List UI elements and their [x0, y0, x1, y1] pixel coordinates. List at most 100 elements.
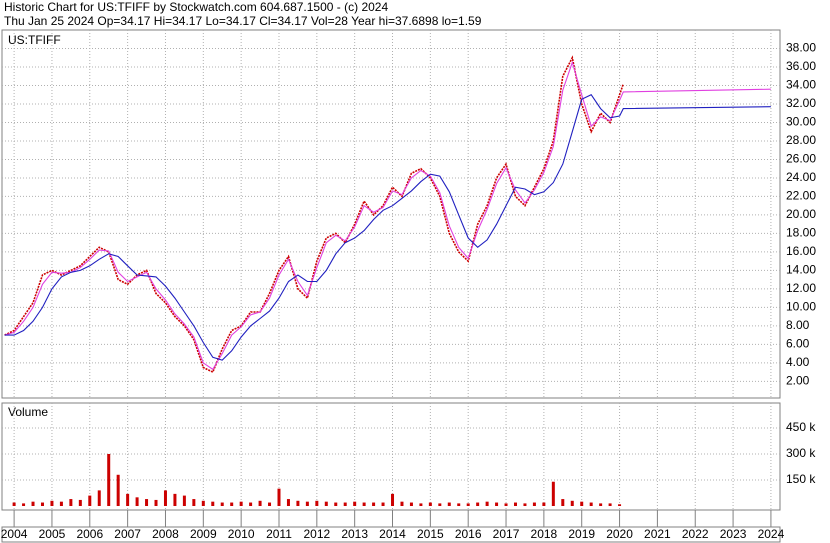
volume-bar — [428, 502, 432, 506]
volume-bar — [495, 502, 499, 506]
y-tick-label: 2.00 — [786, 374, 810, 388]
volume-bar — [485, 501, 489, 506]
x-tick-label: 2021 — [644, 527, 671, 541]
volume-tick-label: 300 k — [786, 446, 816, 460]
volume-bar — [220, 502, 224, 506]
volume-bar — [201, 500, 205, 506]
volume-bar — [97, 490, 101, 506]
x-tick-label: 2014 — [379, 527, 406, 541]
y-tick-label: 38.00 — [786, 41, 816, 55]
volume-bar — [438, 503, 442, 506]
y-tick-label: 10.00 — [786, 300, 816, 314]
volume-bar — [599, 503, 603, 506]
x-tick-label: 2011 — [266, 527, 292, 541]
volume-tick-label: 450 k — [786, 420, 816, 434]
volume-bar — [277, 488, 281, 506]
x-axis-band — [1, 526, 781, 543]
volume-bar — [69, 499, 73, 506]
y-tick-label: 6.00 — [786, 337, 810, 351]
x-tick-label: 2016 — [455, 527, 482, 541]
x-tick-label: 2012 — [303, 527, 330, 541]
volume-bar — [305, 501, 309, 506]
x-tick-label: 2024 — [758, 527, 785, 541]
price-panel — [1, 29, 781, 399]
volume-bar — [504, 503, 508, 506]
symbol-label: US:TFIFF — [8, 33, 61, 47]
chart-title: Historic Chart for US:TFIFF by Stockwatc… — [4, 0, 388, 14]
volume-bar — [286, 499, 290, 506]
volume-bar — [409, 502, 413, 506]
volume-label: Volume — [8, 405, 48, 419]
y-tick-label: 8.00 — [786, 318, 810, 332]
x-tick-label: 2008 — [152, 527, 179, 541]
volume-bar — [324, 501, 328, 506]
y-tick-label: 12.00 — [786, 281, 816, 295]
y-tick-label: 20.00 — [786, 207, 816, 221]
volume-bar — [551, 481, 555, 506]
volume-bar — [22, 503, 26, 506]
volume-bar — [12, 502, 16, 506]
volume-bar — [466, 503, 470, 506]
volume-bar — [381, 502, 385, 506]
volume-bar — [334, 502, 338, 506]
y-tick-label: 30.00 — [786, 115, 816, 129]
x-tick-label: 2006 — [76, 527, 103, 541]
x-tick-label: 2019 — [568, 527, 595, 541]
volume-tick-label: 150 k — [786, 472, 816, 486]
x-tick-label: 2015 — [417, 527, 444, 541]
volume-bar — [391, 493, 395, 506]
volume-bar — [580, 501, 584, 506]
volume-bar — [258, 500, 262, 506]
volume-bar — [145, 499, 149, 506]
volume-bar — [50, 500, 54, 506]
volume-panel — [1, 402, 781, 511]
volume-bar — [523, 503, 527, 506]
y-tick-label: 16.00 — [786, 244, 816, 258]
volume-bar — [192, 499, 196, 506]
volume-bar — [400, 501, 404, 506]
y-tick-label: 18.00 — [786, 226, 816, 240]
volume-bar — [589, 502, 593, 506]
x-tick-label: 2009 — [190, 527, 217, 541]
x-tick-label: 2005 — [39, 527, 66, 541]
y-tick-label: 26.00 — [786, 152, 816, 166]
volume-bar — [362, 502, 366, 506]
volume-bar — [542, 502, 546, 506]
volume-bar — [570, 500, 574, 506]
volume-bar — [608, 503, 612, 506]
volume-bar — [419, 503, 423, 506]
volume-bar — [343, 502, 347, 506]
y-tick-label: 24.00 — [786, 170, 816, 184]
x-tick-label: 2004 — [1, 527, 28, 541]
x-tick-label: 2018 — [531, 527, 558, 541]
volume-bar — [116, 474, 120, 506]
y-tick-label: 22.00 — [786, 189, 816, 203]
volume-bar — [107, 453, 111, 506]
y-tick-label: 28.00 — [786, 133, 816, 147]
volume-bar — [88, 495, 92, 506]
volume-bar — [268, 502, 272, 506]
x-tick-label: 2017 — [493, 527, 520, 541]
series-line — [4, 93, 771, 361]
x-tick-label: 2022 — [682, 527, 709, 541]
volume-bar — [163, 490, 167, 506]
volume-bar — [182, 495, 186, 506]
volume-bar — [618, 504, 622, 506]
volume-bar — [31, 501, 35, 506]
y-tick-label: 36.00 — [786, 59, 816, 73]
volume-bar — [173, 493, 177, 506]
volume-bar — [476, 502, 480, 506]
volume-bar — [126, 493, 130, 506]
volume-bar — [211, 501, 215, 506]
x-tick-label: 2013 — [341, 527, 368, 541]
y-tick-label: 4.00 — [786, 355, 810, 369]
volume-bar — [230, 502, 234, 506]
volume-bar — [372, 502, 376, 506]
volume-bar — [78, 499, 82, 506]
volume-bar — [40, 502, 44, 506]
series-line — [4, 55, 625, 374]
y-tick-label: 14.00 — [786, 263, 816, 277]
volume-bar — [457, 503, 461, 506]
volume-bar — [513, 502, 517, 506]
